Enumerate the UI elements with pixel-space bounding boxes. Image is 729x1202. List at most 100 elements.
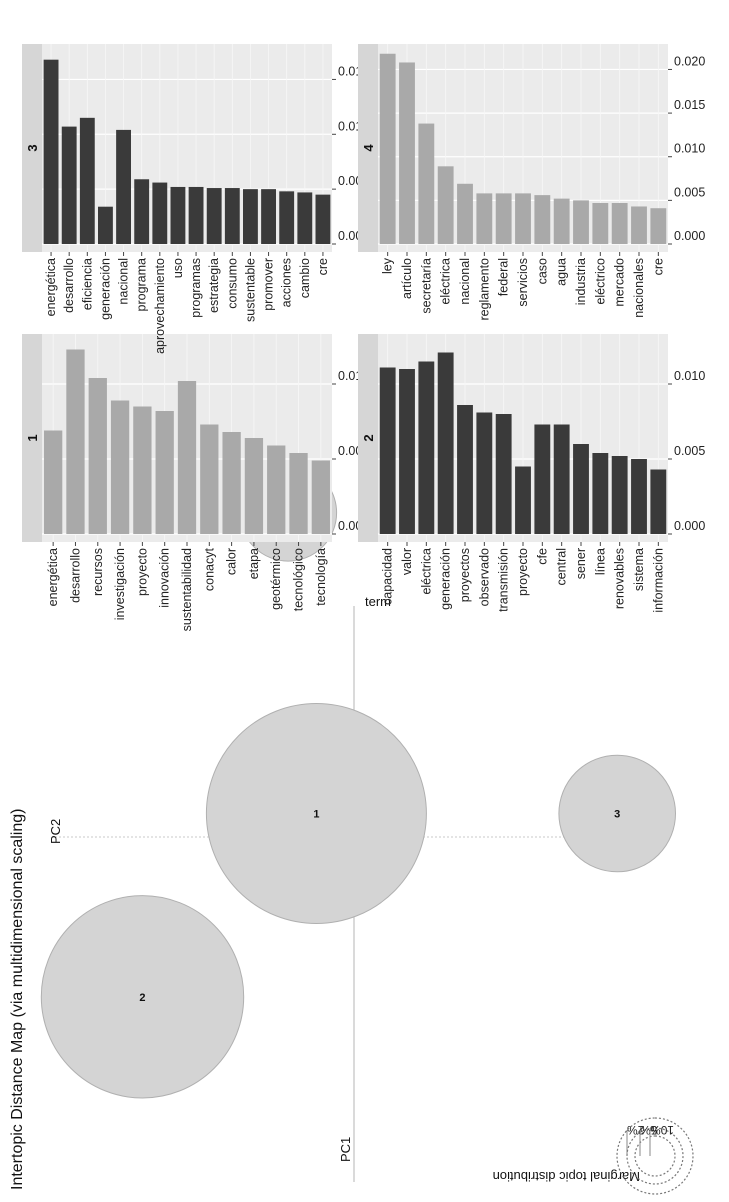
- bar[interactable]: [495, 414, 512, 534]
- topic-bubble-2[interactable]: 2: [40, 895, 245, 1099]
- bar[interactable]: [177, 381, 197, 534]
- tick-label: 0.015: [674, 98, 705, 112]
- category-label: conacyt: [202, 547, 216, 591]
- bar[interactable]: [315, 194, 331, 244]
- bar[interactable]: [476, 412, 493, 535]
- topic-bubble-1[interactable]: 1: [205, 703, 427, 924]
- category-label: sustentabilidad: [180, 548, 194, 631]
- category-label: generación: [98, 258, 112, 320]
- bar[interactable]: [134, 179, 150, 244]
- bar[interactable]: [289, 453, 308, 534]
- bar[interactable]: [631, 206, 647, 244]
- bar[interactable]: [261, 189, 276, 244]
- bar[interactable]: [279, 191, 295, 244]
- category-label: proyecto: [516, 548, 530, 596]
- map-title: Intertopic Distance Map (via multidimens…: [9, 809, 26, 1191]
- legend-ring: [634, 1135, 676, 1177]
- topic-bubble-label: 1: [313, 809, 319, 821]
- category-label: sener: [574, 548, 588, 579]
- bar[interactable]: [650, 208, 667, 244]
- bar[interactable]: [170, 186, 186, 244]
- category-label: observado: [477, 548, 491, 606]
- bar[interactable]: [116, 129, 131, 244]
- bar[interactable]: [267, 445, 286, 535]
- tick-label: 0.010: [674, 369, 705, 383]
- category-label: geotérmico: [269, 548, 283, 610]
- category-label: eléctrico: [593, 258, 607, 305]
- bar[interactable]: [534, 424, 551, 535]
- bar[interactable]: [98, 206, 113, 244]
- topic-circle[interactable]: [40, 895, 245, 1099]
- bar[interactable]: [495, 193, 512, 244]
- bar[interactable]: [553, 198, 570, 244]
- bar[interactable]: [79, 117, 95, 244]
- bar[interactable]: [379, 367, 396, 535]
- category-label: estrategia: [207, 258, 221, 313]
- bar[interactable]: [155, 411, 174, 534]
- topic-bubble-label: 3: [614, 809, 620, 821]
- category-label: nacional: [117, 258, 131, 305]
- term-axis-label: term: [365, 594, 391, 609]
- bar[interactable]: [573, 200, 589, 244]
- bar[interactable]: [650, 469, 667, 535]
- category-label: eficiencia: [80, 258, 94, 310]
- bar[interactable]: [44, 430, 63, 535]
- bar[interactable]: [43, 59, 59, 244]
- bar[interactable]: [66, 349, 85, 535]
- bar[interactable]: [243, 189, 258, 244]
- bar[interactable]: [631, 459, 647, 534]
- bar[interactable]: [399, 62, 415, 244]
- bar[interactable]: [515, 466, 531, 535]
- bar[interactable]: [611, 202, 628, 244]
- tick-label: 0.020: [674, 54, 705, 68]
- category-label: acciones: [280, 258, 294, 307]
- category-label: promover: [262, 258, 276, 311]
- bar[interactable]: [200, 424, 219, 535]
- panel-strip: [358, 334, 378, 542]
- bar[interactable]: [133, 406, 152, 535]
- bar[interactable]: [611, 456, 628, 534]
- category-label: reglamento: [477, 258, 491, 321]
- bar[interactable]: [534, 195, 551, 244]
- panel-strip: [22, 44, 42, 252]
- bar[interactable]: [515, 193, 531, 244]
- bar[interactable]: [457, 405, 473, 534]
- category-label: transmisión: [497, 548, 511, 612]
- bar[interactable]: [457, 183, 473, 244]
- bar[interactable]: [476, 193, 493, 244]
- bar[interactable]: [152, 182, 168, 244]
- topic-bubble-3[interactable]: 3: [558, 754, 677, 873]
- panel-title: 3: [25, 144, 40, 151]
- bar[interactable]: [418, 361, 435, 535]
- category-label: industria: [574, 258, 588, 305]
- bar[interactable]: [399, 369, 415, 534]
- bar[interactable]: [88, 378, 107, 534]
- bar[interactable]: [437, 166, 454, 244]
- category-label: información: [651, 548, 665, 613]
- bar[interactable]: [297, 192, 313, 244]
- bar[interactable]: [592, 453, 609, 534]
- category-label: nacionales: [632, 258, 646, 318]
- bar[interactable]: [188, 186, 204, 244]
- bar[interactable]: [418, 123, 435, 244]
- topic-circle[interactable]: [558, 754, 677, 873]
- bar[interactable]: [437, 352, 454, 535]
- bar[interactable]: [224, 188, 240, 244]
- bar[interactable]: [379, 53, 396, 244]
- category-label: sustentable: [243, 258, 257, 322]
- pc2-label: PC2: [48, 819, 63, 844]
- bar[interactable]: [592, 202, 609, 244]
- bar[interactable]: [222, 432, 241, 534]
- bar-panel-3: 3 energética desarrollo eficiencia generació…: [22, 44, 369, 354]
- bar[interactable]: [110, 400, 130, 535]
- bar[interactable]: [553, 424, 570, 535]
- category-label: programa: [135, 258, 149, 312]
- bar[interactable]: [311, 460, 330, 535]
- topic-circle[interactable]: [205, 703, 427, 924]
- bar[interactable]: [573, 444, 589, 534]
- bar[interactable]: [244, 438, 264, 534]
- bar[interactable]: [206, 188, 222, 244]
- category-label: eléctrica: [439, 258, 453, 305]
- category-label: agua: [555, 258, 569, 286]
- bar[interactable]: [61, 126, 77, 244]
